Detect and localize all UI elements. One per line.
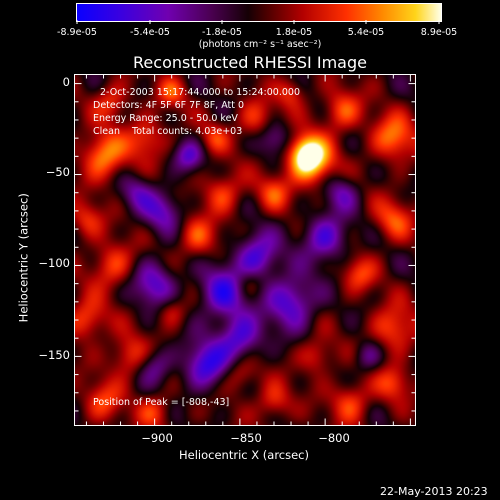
x-tick-label: −900 (141, 431, 173, 445)
x-tick-label: −800 (318, 431, 350, 445)
x-tick-label: −850 (230, 431, 262, 445)
colorbar-tick-label: -5.4e-05 (130, 27, 170, 38)
plot-frame (74, 74, 416, 426)
annotation-peak-position: Position of Peak = [-808,-43] (93, 397, 230, 408)
y-axis-label: Heliocentric Y (arcsec) (16, 193, 31, 323)
colorbar-tick-label: -1.8e-05 (202, 27, 242, 38)
y-tick-label: −50 (45, 165, 70, 179)
colorbar-tick-label: 1.8e-05 (275, 27, 313, 38)
y-tick-label: −100 (38, 256, 70, 270)
chart-title: Reconstructed RHESSI Image (133, 53, 367, 72)
x-axis-label: Heliocentric X (arcsec) (179, 448, 309, 462)
annotation-detectors: Detectors: 4F 5F 6F 7F 8F, Att 0 (93, 100, 245, 111)
colorbar-tick-label: 8.9e-05 (420, 27, 458, 38)
y-tick-label: 0 (62, 75, 70, 89)
colorbar-tick-label: -8.9e-05 (57, 27, 97, 38)
colorbar-tick-marks (76, 20, 440, 24)
annotation-clean: Clean Total counts: 4.03e+03 (93, 126, 243, 137)
colorbar-units-label: (photons cm⁻² s⁻¹ asec⁻²) (198, 39, 322, 50)
date-stamp: 22-May-2013 20:23 (380, 485, 488, 498)
y-tick-label: −150 (38, 348, 70, 362)
annotation-energy: Energy Range: 25.0 - 50.0 keV (93, 113, 238, 124)
colorbar-tick-label: 5.4e-05 (347, 27, 385, 38)
colorbar (76, 3, 442, 22)
annotation-time: 2-Oct-2003 15:17:44.000 to 15:24:00.000 (100, 87, 301, 98)
heatmap-image (74, 74, 415, 425)
